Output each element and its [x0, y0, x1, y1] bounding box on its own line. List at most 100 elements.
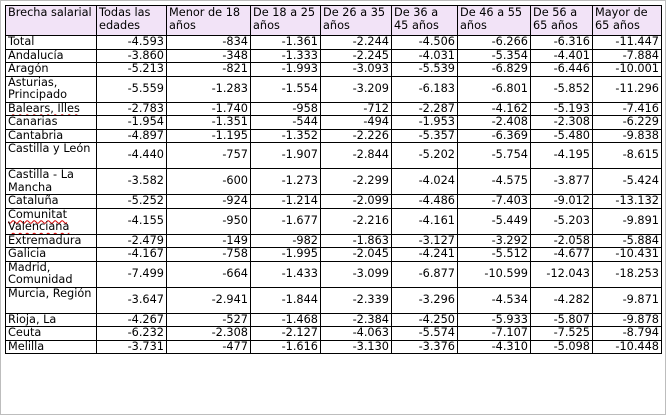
region-name: Madrid, Comunidad — [8, 261, 73, 286]
region-name: Canarias — [8, 115, 58, 128]
value-cell: -12.043 — [530, 260, 593, 288]
value-cell: -4.677 — [530, 247, 593, 262]
value-cell: -4.440 — [96, 142, 167, 169]
value-cell: -6.316 — [530, 35, 593, 50]
region-name: Balears, Illes — [8, 102, 80, 115]
table-row: Melilla -3.731 -477 -1.616 -3.130 -3.376 -4.31… — [5, 339, 662, 354]
region-name: Total — [8, 35, 35, 48]
value-cell: -4.161 — [391, 207, 458, 235]
column-header-age-group: Mayor de 65 años — [592, 5, 662, 36]
table-row: Castilla y León -4.440 -757 -1.907 -2.844 -5.… — [5, 142, 662, 169]
value-cell: -3.209 — [320, 75, 392, 103]
value-cell: -544 — [250, 115, 321, 130]
region-cell: Rioja, La — [5, 312, 97, 327]
value-cell: -6.877 — [391, 260, 458, 288]
value-cell: -4.506 — [391, 35, 458, 50]
value-cell: -9.871 — [592, 286, 662, 314]
wage-gap-table: Brecha salarial Todas las edades Menor de … — [5, 5, 662, 354]
region-cell: Murcia, Región — [5, 286, 97, 314]
value-cell: -1.993 — [250, 62, 321, 77]
value-cell: -8.794 — [592, 326, 662, 341]
value-cell: -958 — [250, 101, 321, 116]
region-cell: Cantabria — [5, 128, 97, 143]
value-cell: -7.403 — [457, 194, 531, 209]
table-row: Rioja, La -4.267 -527 -1.468 -2.384 -4.250 -5.… — [5, 312, 662, 327]
column-header-age-group: De 36 a 45 años — [391, 5, 458, 36]
value-cell: -2.245 — [320, 48, 392, 63]
value-cell: -494 — [320, 115, 392, 130]
value-cell: -5.807 — [530, 312, 593, 327]
region-cell: Aragón — [5, 62, 97, 77]
value-cell: -10.599 — [457, 260, 531, 288]
value-cell: -1.954 — [96, 115, 167, 130]
table-row: Madrid, Comunidad -7.499 -664 -1.433 -3.099-… — [5, 260, 662, 288]
value-cell: -6.801 — [457, 75, 531, 103]
value-cell: -5.202 — [391, 142, 458, 169]
value-cell: -348 — [166, 48, 251, 63]
value-cell: -7.107 — [457, 326, 531, 341]
value-cell: -1.351 — [166, 115, 251, 130]
value-cell: -5.098 — [530, 339, 593, 354]
value-cell: -2.058 — [530, 233, 593, 248]
value-cell: -5.357 — [391, 128, 458, 143]
value-cell: -1.554 — [250, 75, 321, 103]
table-row: Cataluña -5.252 -924 -1.214 -2.099 -4.486 -7.4… — [5, 194, 662, 209]
table-header: Brecha salarial Todas las edades Menor de … — [5, 5, 662, 36]
value-cell: -4.063 — [320, 326, 392, 341]
value-cell: -9.878 — [592, 312, 662, 327]
value-cell: -4.250 — [391, 312, 458, 327]
value-cell: -5.512 — [457, 247, 531, 262]
value-cell: -2.045 — [320, 247, 392, 262]
region-cell: Melilla — [5, 339, 97, 354]
value-cell: -4.593 — [96, 35, 167, 50]
table-row: Balears, Illes -2.783 -1.740 -958 -712 -2.287… — [5, 101, 662, 116]
value-cell: -10.431 — [592, 247, 662, 262]
value-cell: -2.287 — [391, 101, 458, 116]
value-cell: -1.361 — [250, 35, 321, 50]
region-cell: Ceuta — [5, 326, 97, 341]
value-cell: -5.480 — [530, 128, 593, 143]
region-cell: Madrid, Comunidad — [5, 260, 97, 288]
value-cell: -1.214 — [250, 194, 321, 209]
value-cell: -1.333 — [250, 48, 321, 63]
value-cell: -4.401 — [530, 48, 593, 63]
value-cell: -3.860 — [96, 48, 167, 63]
value-cell: -5.852 — [530, 75, 593, 103]
value-cell: -4.195 — [530, 142, 593, 169]
value-cell: -600 — [166, 168, 251, 195]
table-row: Castilla - La Mancha -3.582 -600 -1.273 -2.2… — [5, 168, 662, 195]
value-cell: -5.539 — [391, 62, 458, 77]
value-cell: -2.127 — [250, 326, 321, 341]
value-cell: -1.352 — [250, 128, 321, 143]
region-name: Castilla - La Mancha — [8, 168, 74, 194]
value-cell: -149 — [166, 233, 251, 248]
value-cell: -758 — [166, 247, 251, 262]
table-body: Total -4.593 -834 -1.361 -2.244 -4.506 -6.266-… — [5, 35, 662, 354]
value-cell: -3.877 — [530, 168, 593, 195]
value-cell: -2.226 — [320, 128, 392, 143]
value-cell: -4.167 — [96, 247, 167, 262]
table-row: Cantabria -4.897 -1.195 -1.352 -2.226 -5.357-… — [5, 128, 662, 143]
value-cell: -11.296 — [592, 75, 662, 103]
value-cell: -1.907 — [250, 142, 321, 169]
value-cell: -7.499 — [96, 260, 167, 288]
table-row: Murcia, Región -3.647 -2.941 -1.844 -2.339 -3… — [5, 286, 662, 314]
region-cell: Canarias — [5, 115, 97, 130]
value-cell: -4.031 — [391, 48, 458, 63]
value-cell: -2.299 — [320, 168, 392, 195]
value-cell: -2.844 — [320, 142, 392, 169]
value-cell: -1.273 — [250, 168, 321, 195]
value-cell: -2.408 — [457, 115, 531, 130]
column-header-age-group: De 56 a 65 años — [530, 5, 593, 36]
value-cell: -3.731 — [96, 339, 167, 354]
value-cell: -3.292 — [457, 233, 531, 248]
region-name: Extremadura — [8, 234, 82, 247]
value-cell: -1.433 — [250, 260, 321, 288]
value-cell: -5.424 — [592, 168, 662, 195]
value-cell: -821 — [166, 62, 251, 77]
value-cell: -527 — [166, 312, 251, 327]
column-header-region: Brecha salarial — [5, 5, 97, 36]
region-name: Andalucía — [8, 49, 64, 62]
value-cell: -3.093 — [320, 62, 392, 77]
value-cell: -950 — [166, 207, 251, 235]
